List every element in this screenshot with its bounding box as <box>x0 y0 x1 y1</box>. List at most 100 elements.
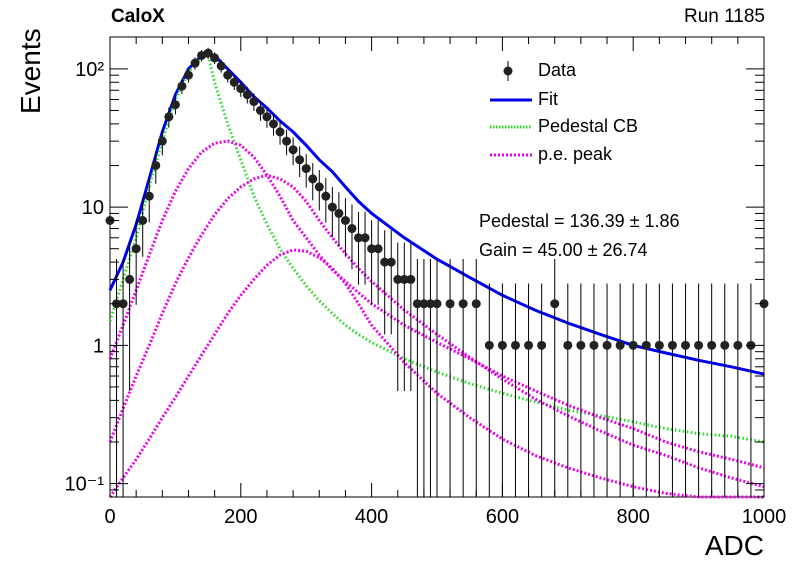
data-point <box>510 340 520 350</box>
data-point <box>524 340 534 350</box>
x-tick-label: 200 <box>224 506 257 528</box>
data-point <box>393 274 403 284</box>
data-point <box>269 119 278 129</box>
data-point <box>399 274 409 284</box>
data-point <box>177 81 187 91</box>
data-point <box>445 299 455 309</box>
data-point <box>386 257 396 267</box>
legend-dotted-magenta-icon <box>490 153 532 157</box>
data-point <box>288 145 298 155</box>
data-point <box>321 191 331 201</box>
run-label: Run 1185 <box>684 6 765 27</box>
data-point <box>367 244 377 254</box>
data-point <box>484 340 494 350</box>
data-point <box>308 174 318 184</box>
data-point <box>236 84 246 94</box>
data-point <box>497 340 507 350</box>
data-point <box>275 127 285 137</box>
data-point <box>602 340 612 350</box>
x-tick-label: 400 <box>355 506 388 528</box>
y-axis-title-container: Events <box>15 28 60 140</box>
data-point <box>151 160 161 170</box>
data-point <box>210 53 220 63</box>
y-tick-label: 1 <box>93 335 104 357</box>
y-axis: 10⁻¹ 1 10 10² <box>65 59 764 498</box>
pe-peak-line <box>108 139 765 470</box>
x-tick-label: 600 <box>486 506 519 528</box>
data-point <box>563 340 573 350</box>
data-point <box>406 274 416 284</box>
data-points <box>105 47 769 497</box>
experiment-label: CaloX <box>111 6 165 27</box>
data-point <box>223 70 233 80</box>
data-point <box>131 244 141 254</box>
data-point <box>340 216 350 226</box>
data-point <box>138 216 148 226</box>
data-point <box>707 340 717 350</box>
data-point <box>458 299 468 309</box>
data-point <box>255 105 265 115</box>
x-axis: 0 200 400 600 800 1000 <box>104 37 786 528</box>
legend-solid-line-icon <box>490 98 532 102</box>
data-point <box>412 299 422 309</box>
data-point <box>347 224 357 234</box>
legend-marker-icon <box>503 61 513 81</box>
data-point <box>419 299 429 309</box>
pe-peak-line <box>108 173 765 489</box>
data-point <box>249 97 259 107</box>
y-axis-title: Events <box>15 28 47 114</box>
x-axis-title: ADC <box>704 530 764 561</box>
data-point <box>314 182 324 192</box>
data-point <box>170 100 180 110</box>
data-point <box>681 340 691 350</box>
data-point <box>641 340 651 350</box>
data-point <box>589 340 599 350</box>
x-tick-label: 0 <box>104 506 115 528</box>
data-point <box>301 164 311 174</box>
data-point <box>295 155 305 165</box>
data-point <box>164 112 174 122</box>
y-tick-label: 10² <box>75 59 104 81</box>
data-point <box>190 58 200 68</box>
data-point <box>125 274 135 284</box>
data-point <box>720 340 730 350</box>
data-point <box>628 340 638 350</box>
data-point <box>360 233 370 243</box>
data-point <box>380 257 390 267</box>
pe-peak-line <box>108 248 764 499</box>
fit-result-gain: Gain = 45.00 ± 26.74 <box>479 240 648 260</box>
data-point <box>354 233 364 243</box>
y-tick-label: 10⁻¹ <box>65 474 105 496</box>
y-tick-label: 10 <box>82 197 104 219</box>
data-point <box>432 299 442 309</box>
legend-label: Pedestal CB <box>538 116 639 136</box>
legend-label: p.e. peak <box>538 144 613 164</box>
data-point <box>550 299 560 309</box>
data-point <box>229 77 239 87</box>
data-point <box>576 340 586 350</box>
x-tick-label: 800 <box>617 506 650 528</box>
data-point <box>183 70 193 80</box>
data-point <box>157 136 167 146</box>
data-point <box>425 299 435 309</box>
data-point <box>282 136 292 146</box>
data-point <box>262 112 272 122</box>
legend-label: Data <box>538 60 577 80</box>
data-point <box>118 299 128 309</box>
legend-label: Fit <box>538 89 558 109</box>
data-point <box>733 340 743 350</box>
data-point <box>373 244 383 254</box>
fit-result-pedestal: Pedestal = 136.39 ± 1.86 <box>479 211 680 231</box>
data-point <box>694 340 704 350</box>
data-point <box>203 48 213 58</box>
data-point <box>216 61 226 71</box>
data-point <box>327 202 337 212</box>
data-point <box>242 90 252 100</box>
data-point <box>471 299 481 309</box>
x-tick-label: 1000 <box>742 506 787 528</box>
data-point <box>667 340 677 350</box>
data-point <box>615 340 625 350</box>
data-point <box>654 340 664 350</box>
data-point <box>537 340 547 350</box>
